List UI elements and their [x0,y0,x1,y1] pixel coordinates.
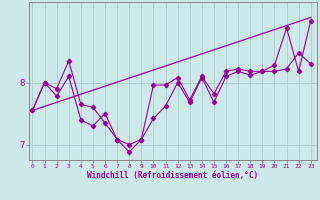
X-axis label: Windchill (Refroidissement éolien,°C): Windchill (Refroidissement éolien,°C) [87,171,258,180]
